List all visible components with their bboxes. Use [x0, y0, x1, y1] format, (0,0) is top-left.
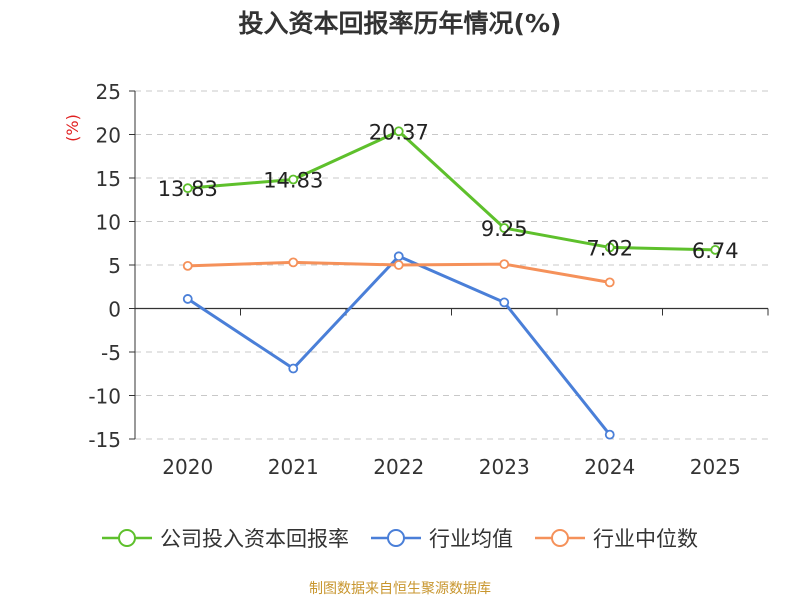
data-point [393, 260, 404, 270]
x-tick-label: 2024 [584, 455, 635, 479]
series [182, 126, 721, 440]
data-label: 13.83 [158, 177, 218, 201]
y-tick-label: 10 [96, 211, 121, 235]
data-point [499, 223, 510, 233]
legend-item[interactable]: 行业均值 [371, 523, 513, 553]
x-tick-label: 2022 [373, 455, 424, 479]
data-point [182, 260, 193, 271]
y-tick-label: -10 [88, 385, 121, 409]
y-tick-label: -15 [88, 428, 121, 452]
legend-label: 行业均值 [429, 527, 513, 551]
axes: 25 20 15 10 5 0 -5 -10 -15 2020 2021 2022 2023 2024 20… [88, 80, 769, 479]
data-point [604, 277, 615, 288]
y-tick-label: 15 [96, 167, 121, 191]
legend-swatch [535, 529, 585, 547]
data-label: 9.25 [481, 217, 528, 241]
legend-item[interactable]: 行业中位数 [535, 523, 698, 553]
data-point [288, 174, 299, 185]
source-note: 制图数据来自恒生聚源数据库 [309, 581, 491, 597]
y-tick-label: 5 [108, 254, 121, 278]
x-tick-label: 2023 [479, 455, 530, 479]
legend-swatch [102, 529, 152, 547]
y-tick-label: 0 [108, 298, 121, 322]
data-label: 20.37 [369, 120, 429, 144]
legend-item[interactable]: 公司投入资本回报率 [102, 523, 349, 553]
data-labels: 13.83 14.83 20.37 9.25 7.02 6.74 [158, 120, 739, 263]
series-line [187, 129, 716, 252]
data-point [393, 126, 404, 137]
y-axis-label: (%) [63, 114, 82, 142]
data-point [288, 257, 299, 268]
data-point [393, 251, 404, 262]
legend-swatch [371, 529, 421, 547]
y-tick-label: 25 [96, 80, 121, 104]
line-chart: 25 20 15 10 5 0 -5 -10 -15 2020 2021 2022 2023 2024 20… [63, 80, 769, 479]
data-point [499, 259, 510, 270]
x-tick-label: 2020 [162, 455, 213, 479]
data-label: 6.74 [692, 239, 739, 263]
legend: 公司投入资本回报率 行业均值 行业中位数 [0, 518, 800, 558]
data-point [182, 294, 193, 304]
x-tick-label: 2025 [690, 455, 741, 479]
chart-title: 投入资本回报率历年情况(%) [238, 9, 562, 38]
data-point [182, 183, 193, 194]
data-point [710, 244, 721, 255]
legend-label: 公司投入资本回报率 [160, 527, 349, 551]
data-point [604, 242, 615, 253]
y-tick-label: -5 [101, 341, 121, 365]
legend-label: 行业中位数 [593, 527, 698, 551]
y-tick-label: 20 [96, 124, 121, 148]
series-line [186, 254, 611, 436]
data-point [499, 297, 510, 308]
data-point [604, 429, 615, 440]
x-tick-label: 2021 [268, 455, 319, 479]
data-label: 14.83 [263, 168, 323, 192]
data-point [288, 363, 299, 374]
data-label: 7.02 [586, 236, 633, 260]
